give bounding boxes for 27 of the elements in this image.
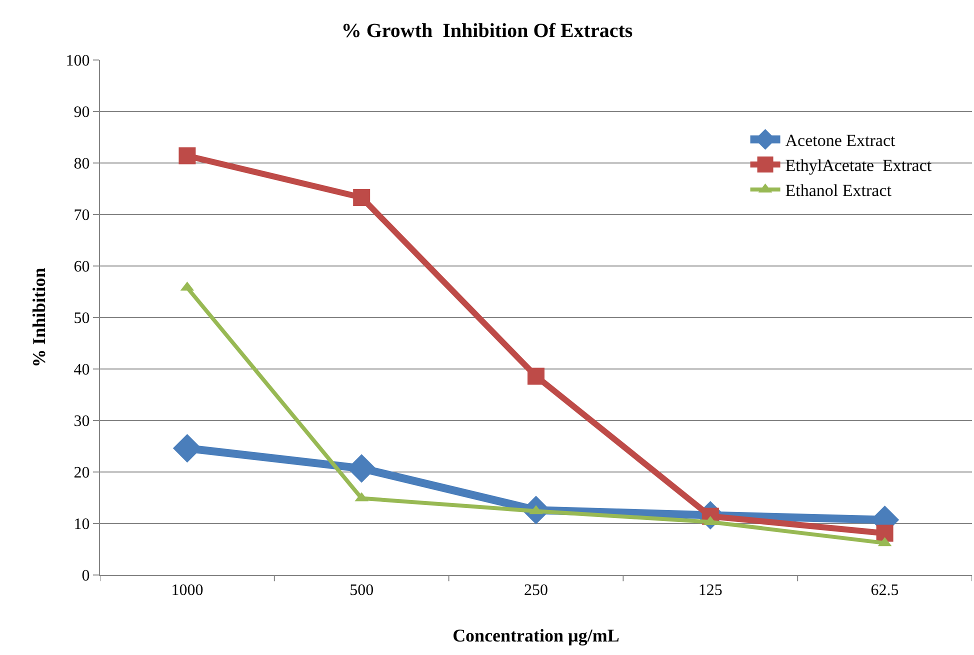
- x-tick-label: 125: [698, 582, 722, 600]
- point: [528, 368, 544, 385]
- chart-title: % Growth Inhibition Of Extracts: [341, 20, 633, 42]
- legend-label: Ethanol Extract: [785, 181, 892, 200]
- x-tick-label: 500: [350, 582, 374, 600]
- y-tick-label: 20: [74, 464, 90, 482]
- point: [172, 434, 202, 463]
- y-tick-label: 90: [74, 104, 90, 122]
- legend-label: Acetone Extract: [785, 130, 896, 150]
- y-axis-title: % Inhibition: [29, 268, 49, 368]
- y-tick-label: 80: [74, 156, 90, 173]
- y-tick-label: 10: [74, 516, 90, 534]
- y-tick-label: 60: [74, 258, 90, 276]
- y-tick-label: 50: [74, 310, 90, 328]
- legend-label: EthylAcetate Extract: [785, 156, 932, 176]
- x-axis-title: Concentration µg/mL: [452, 625, 620, 646]
- x-tick-label: 1000: [171, 582, 204, 600]
- y-tick-label: 70: [74, 207, 90, 224]
- x-tick-label: 250: [524, 582, 548, 600]
- point: [178, 147, 196, 164]
- point: [876, 524, 894, 542]
- point: [353, 189, 370, 206]
- y-tick-label: 30: [74, 413, 90, 430]
- y-tick-label: 40: [74, 362, 90, 379]
- y-tick-label: 100: [66, 52, 90, 70]
- y-tick-label: 0: [82, 568, 90, 585]
- x-tick-label: 62.5: [870, 582, 899, 600]
